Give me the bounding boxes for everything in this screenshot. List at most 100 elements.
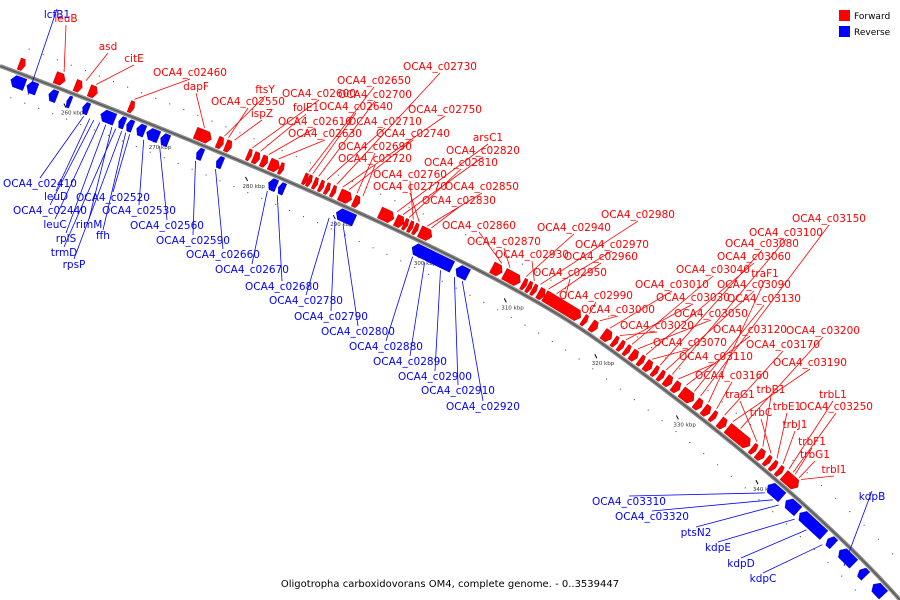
forward-label-leader bbox=[134, 78, 191, 100]
forward-gene-label: OCA4_c02760 bbox=[373, 169, 447, 181]
tick-label: 340 kbp bbox=[753, 487, 776, 493]
grid-dot bbox=[877, 538, 880, 540]
tick-label: 260 kbp bbox=[61, 111, 84, 117]
reverse-gene bbox=[336, 208, 358, 227]
grid-dot bbox=[38, 107, 40, 109]
forward-label-leader bbox=[801, 475, 835, 480]
grid-dot bbox=[721, 401, 723, 403]
reverse-label-leader bbox=[409, 262, 425, 357]
forward-gene bbox=[244, 148, 253, 162]
tick-mark bbox=[245, 176, 248, 182]
gene-features bbox=[10, 57, 889, 600]
forward-gene-label: citE bbox=[124, 53, 143, 65]
grid-dot bbox=[827, 561, 829, 564]
forward-gene bbox=[350, 194, 361, 209]
reverse-label-leader bbox=[434, 270, 441, 372]
grid-dot bbox=[565, 349, 567, 351]
forward-label-leader bbox=[268, 127, 316, 155]
grid-dot bbox=[647, 409, 649, 411]
forward-label-leader bbox=[716, 381, 733, 409]
forward-gene-label: OCA4_c02930 bbox=[495, 249, 569, 261]
grid-dot bbox=[578, 358, 580, 360]
reverse-label-leader bbox=[27, 8, 58, 95]
reverse-gene bbox=[277, 182, 288, 196]
grid-dot bbox=[661, 420, 663, 422]
forward-gene bbox=[72, 79, 83, 93]
tick-mark bbox=[503, 298, 507, 303]
grid-dot bbox=[24, 102, 26, 104]
grid-dot bbox=[219, 180, 221, 182]
grid-dot bbox=[744, 487, 746, 489]
grid-dot bbox=[622, 326, 624, 328]
grid-dot bbox=[835, 497, 837, 499]
grid-dot bbox=[127, 86, 129, 88]
forward-label-leader bbox=[312, 112, 357, 174]
forward-gene-label: OCA4_c02460 bbox=[153, 67, 227, 79]
grid-dot bbox=[121, 140, 123, 142]
forward-gene bbox=[609, 335, 620, 348]
reverse-gene bbox=[216, 156, 226, 170]
forward-gene bbox=[276, 162, 285, 175]
forward-label-leader bbox=[740, 336, 824, 429]
reverse-gene bbox=[65, 95, 74, 109]
grid-dot bbox=[239, 132, 241, 134]
grid-dot bbox=[261, 197, 263, 199]
reverse-label-leader bbox=[215, 169, 224, 250]
grid-dot bbox=[428, 273, 430, 275]
forward-gene bbox=[707, 410, 719, 423]
grid-dot bbox=[592, 368, 594, 370]
forward-gene-label: OCA4_c03160 bbox=[695, 370, 769, 382]
reverse-gene-label: OCA4_c02590 bbox=[156, 235, 230, 247]
forward-gene bbox=[524, 280, 534, 294]
reverse-label-leader bbox=[88, 127, 113, 220]
tick-label: 330 kbp bbox=[673, 422, 696, 428]
forward-gene-label: trbG1 bbox=[800, 449, 830, 461]
reverse-label-leader bbox=[192, 160, 196, 236]
forward-gene bbox=[641, 359, 654, 373]
tick-label: 300 kbp bbox=[414, 261, 437, 267]
forward-label-leader bbox=[671, 238, 787, 375]
forward-gene bbox=[691, 397, 704, 411]
grid-dot bbox=[863, 524, 865, 526]
grid-dot bbox=[372, 247, 374, 249]
legend-reverse-swatch bbox=[839, 26, 850, 37]
forward-gene bbox=[501, 268, 521, 286]
reverse-label-leader bbox=[695, 504, 779, 528]
forward-label-leader bbox=[782, 430, 796, 464]
grid-dot bbox=[107, 134, 109, 137]
reverse-label-leader bbox=[73, 130, 123, 260]
grid-dot bbox=[141, 92, 143, 94]
reverse-gene-label: OCA4_c02680 bbox=[245, 281, 319, 293]
forward-gene-label: OCA4_c03090 bbox=[717, 279, 791, 291]
reverse-gene bbox=[82, 102, 92, 116]
grid-dot bbox=[758, 499, 760, 501]
forward-gene-label: OCA4_c02690 bbox=[338, 141, 412, 153]
reverse-label-leader bbox=[138, 139, 145, 206]
forward-label-leader bbox=[318, 100, 376, 177]
forward-gene bbox=[615, 339, 626, 352]
forward-gene bbox=[761, 454, 773, 467]
forward-label-leader bbox=[625, 303, 694, 341]
forward-label-leader bbox=[409, 192, 420, 223]
forward-gene bbox=[627, 348, 639, 362]
reverse-gene bbox=[26, 81, 40, 96]
grid-dot bbox=[841, 575, 843, 577]
legend: Forward Reverse bbox=[839, 10, 891, 38]
forward-label-leader bbox=[792, 412, 837, 473]
forward-gene-label: trbB1 bbox=[757, 384, 786, 396]
forward-gene-label: OCA4_c02960 bbox=[564, 251, 638, 263]
reverse-gene-label: OCA4_c02910 bbox=[421, 385, 495, 397]
forward-gene-label: OCA4_c02740 bbox=[376, 128, 450, 140]
forward-gene-label: OCA4_c03250 bbox=[799, 401, 873, 413]
forward-gene-label: trbI1 bbox=[822, 464, 847, 476]
reverse-gene bbox=[136, 123, 148, 138]
legend-forward-swatch bbox=[839, 10, 850, 21]
grid-dot bbox=[579, 296, 581, 298]
reverse-gene-label: OCA4_c02440 bbox=[13, 205, 87, 217]
forward-label-leader bbox=[252, 99, 320, 149]
reverse-label-leader bbox=[717, 518, 795, 543]
forward-gene-label: OCA4_c02990 bbox=[559, 290, 633, 302]
reverse-label-leader bbox=[651, 499, 773, 512]
forward-gene-label: OCA4_c03080 bbox=[725, 238, 799, 250]
